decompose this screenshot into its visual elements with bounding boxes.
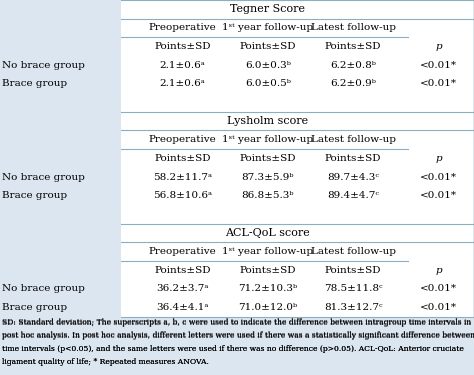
Text: 78.5±11.8ᶜ: 78.5±11.8ᶜ: [324, 284, 383, 293]
Text: SD: Standard deviation; The superscripts a, b, c were used to indicate the diffe: SD: Standard deviation; The superscripts…: [2, 319, 472, 327]
Text: Points±SD: Points±SD: [154, 266, 211, 275]
Text: Points±SD: Points±SD: [325, 266, 382, 275]
Text: <0.01*: <0.01*: [420, 80, 457, 88]
Text: <0.01*: <0.01*: [420, 172, 457, 182]
Text: 1ˢᵗ year follow-up: 1ˢᵗ year follow-up: [222, 247, 313, 256]
Text: ACL-QoL score: ACL-QoL score: [226, 228, 310, 238]
Text: No brace group: No brace group: [2, 61, 85, 70]
Text: 56.8±10.6ᵃ: 56.8±10.6ᵃ: [153, 191, 212, 200]
Text: p: p: [435, 42, 442, 51]
Text: 81.3±12.7ᶜ: 81.3±12.7ᶜ: [324, 303, 383, 312]
Text: 58.2±11.7ᵃ: 58.2±11.7ᵃ: [153, 172, 212, 182]
Text: No brace group: No brace group: [2, 172, 85, 182]
Text: Points±SD: Points±SD: [239, 42, 296, 51]
FancyBboxPatch shape: [121, 0, 473, 317]
Text: Preoperative: Preoperative: [149, 24, 216, 33]
Text: 1ˢᵗ year follow-up: 1ˢᵗ year follow-up: [222, 24, 313, 33]
Text: 1ˢᵗ year follow-up: 1ˢᵗ year follow-up: [222, 135, 313, 144]
Text: Tegner Score: Tegner Score: [230, 4, 305, 14]
Text: <0.01*: <0.01*: [420, 303, 457, 312]
Text: 6.0±0.3ᵇ: 6.0±0.3ᵇ: [245, 61, 291, 70]
Text: Brace group: Brace group: [2, 191, 67, 200]
Text: Latest follow-up: Latest follow-up: [310, 135, 396, 144]
Text: post hoc analysis. In post hoc analysis, different letters were used if there wa: post hoc analysis. In post hoc analysis,…: [2, 331, 474, 339]
Text: Brace group: Brace group: [2, 80, 67, 88]
Text: SD: Standard deviation; The superscripts a, b, c were used to indicate the diffe: SD: Standard deviation; The superscripts…: [2, 318, 472, 326]
Text: p: p: [435, 266, 442, 275]
Text: p: p: [435, 154, 442, 163]
Text: 6.2±0.8ᵇ: 6.2±0.8ᵇ: [330, 61, 376, 70]
Text: 89.4±4.7ᶜ: 89.4±4.7ᶜ: [327, 191, 379, 200]
Text: ligament quality of life; * Repeated measures ANOVA.: ligament quality of life; * Repeated mea…: [2, 358, 209, 366]
Text: 2.1±0.6ᵃ: 2.1±0.6ᵃ: [160, 80, 205, 88]
Text: 2.1±0.6ᵃ: 2.1±0.6ᵃ: [160, 61, 205, 70]
Text: 71.2±10.3ᵇ: 71.2±10.3ᵇ: [238, 284, 297, 293]
Text: 6.0±0.5ᵇ: 6.0±0.5ᵇ: [245, 80, 291, 88]
Text: time intervals (p<0.05), and the same letters were used if there was no differen: time intervals (p<0.05), and the same le…: [2, 345, 464, 352]
Text: 6.2±0.9ᵇ: 6.2±0.9ᵇ: [330, 80, 376, 88]
Text: 36.4±4.1ᵃ: 36.4±4.1ᵃ: [156, 303, 209, 312]
Text: post hoc analysis. In post hoc analysis, different letters were used if there wa: post hoc analysis. In post hoc analysis,…: [2, 332, 474, 340]
Text: Points±SD: Points±SD: [325, 42, 382, 51]
Text: 87.3±5.9ᵇ: 87.3±5.9ᵇ: [242, 172, 294, 182]
Text: <0.01*: <0.01*: [420, 61, 457, 70]
Text: Lysholm score: Lysholm score: [227, 116, 309, 126]
Text: <0.01*: <0.01*: [420, 191, 457, 200]
Text: Preoperative: Preoperative: [149, 247, 216, 256]
Text: Latest follow-up: Latest follow-up: [310, 247, 396, 256]
Text: 71.0±12.0ᵇ: 71.0±12.0ᵇ: [238, 303, 297, 312]
Text: Points±SD: Points±SD: [154, 154, 211, 163]
Text: 89.7±4.3ᶜ: 89.7±4.3ᶜ: [327, 172, 379, 182]
Text: Points±SD: Points±SD: [239, 266, 296, 275]
Text: 36.2±3.7ᵃ: 36.2±3.7ᵃ: [156, 284, 209, 293]
Text: No brace group: No brace group: [2, 284, 85, 293]
Text: ligament quality of life; * Repeated measures ANOVA.: ligament quality of life; * Repeated mea…: [2, 357, 209, 366]
Text: Preoperative: Preoperative: [149, 135, 216, 144]
Text: Points±SD: Points±SD: [239, 154, 296, 163]
Text: time intervals (p<0.05), and the same letters were used if there was no differen: time intervals (p<0.05), and the same le…: [2, 345, 464, 352]
Text: 86.8±5.3ᵇ: 86.8±5.3ᵇ: [242, 191, 294, 200]
Text: Points±SD: Points±SD: [325, 154, 382, 163]
Text: <0.01*: <0.01*: [420, 284, 457, 293]
Text: Points±SD: Points±SD: [154, 42, 211, 51]
Text: Brace group: Brace group: [2, 303, 67, 312]
Text: Latest follow-up: Latest follow-up: [310, 24, 396, 33]
